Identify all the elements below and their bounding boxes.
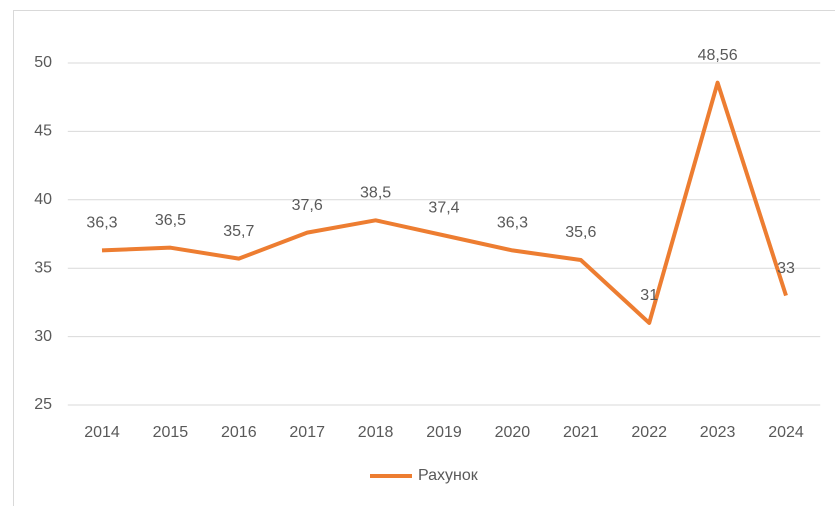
data-label: 36,5 <box>155 212 186 229</box>
data-label: 38,5 <box>360 185 391 202</box>
data-label: 36,3 <box>86 215 117 232</box>
x-tick-label: 2019 <box>426 424 462 441</box>
line-series <box>101 80 788 325</box>
y-tick-label: 25 <box>34 396 52 413</box>
x-tick-label: 2017 <box>289 424 325 441</box>
y-tick-label: 50 <box>34 54 52 71</box>
data-label: 35,7 <box>223 223 254 240</box>
data-label: 33 <box>777 260 795 277</box>
y-tick-label: 30 <box>34 328 52 345</box>
y-tick-label: 45 <box>34 123 52 140</box>
x-tick-label: 2022 <box>631 424 667 441</box>
x-tick-label: 2018 <box>358 424 394 441</box>
x-tick-label: 2020 <box>495 424 531 441</box>
data-label: 48,56 <box>698 47 738 64</box>
x-tick-label: 2014 <box>84 424 120 441</box>
y-tick-label: 35 <box>34 259 52 276</box>
x-tick-label: 2015 <box>153 424 189 441</box>
data-label: 37,6 <box>292 197 323 214</box>
y-tick-label: 40 <box>34 191 52 208</box>
data-label: 35,6 <box>565 224 596 241</box>
legend-label: Рахунок <box>418 467 479 484</box>
x-tick-label: 2021 <box>563 424 599 441</box>
x-tick-label: 2024 <box>768 424 804 441</box>
x-tick-label: 2016 <box>221 424 257 441</box>
data-label: 37,4 <box>428 200 459 217</box>
data-label: 36,3 <box>497 215 528 232</box>
data-label: 31 <box>640 287 658 304</box>
x-tick-label: 2023 <box>700 424 736 441</box>
